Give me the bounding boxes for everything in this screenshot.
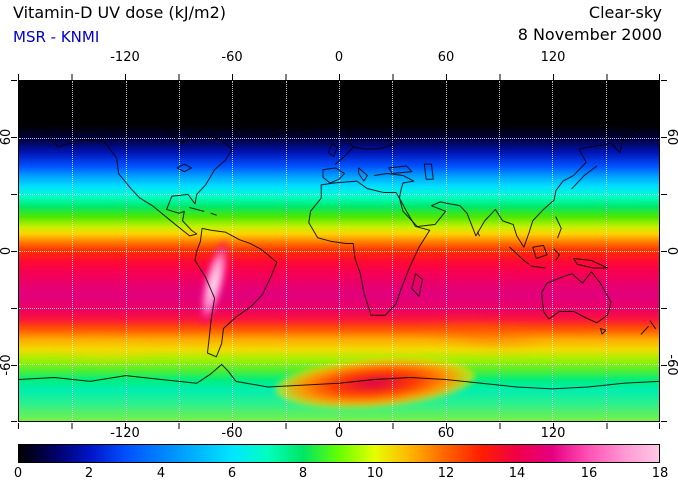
date-label: 8 November 2000 [517, 25, 662, 44]
colorbar-tick-18: 18 [651, 466, 669, 480]
grid-line [19, 364, 659, 366]
colorbar [18, 444, 660, 463]
coastline-sumatra-java [510, 247, 546, 268]
lon-label-top-4: 60 [437, 50, 455, 65]
source-label: MSR - KNMI [13, 28, 100, 46]
coastline-hispaniola [211, 213, 216, 215]
coastline-cuba [190, 208, 204, 212]
world-map-panel [18, 80, 660, 422]
lon-label-top-2: -60 [221, 50, 243, 65]
coastline-iceland [302, 126, 309, 132]
lon-label-bottom-3: 0 [334, 426, 344, 441]
coastline-sri-lanka [478, 232, 480, 236]
colorbar-tick-12: 12 [437, 466, 455, 480]
lon-label-bottom-4: 60 [437, 426, 455, 441]
coastline-australia [542, 272, 611, 323]
graticule [19, 81, 659, 421]
coastline-sulawesi [554, 249, 559, 260]
coastline-great-lakes [177, 164, 191, 172]
condition-label: Clear-sky [588, 3, 662, 22]
bottom-axis-ticks [18, 423, 660, 429]
coastline-japan [572, 166, 597, 189]
colorbar-tick-0: 0 [13, 466, 23, 480]
southern-ocean-wave [49, 339, 169, 365]
coastline-caspian-sea [424, 164, 433, 179]
coastline-iberia [323, 168, 344, 183]
lon-label-bottom-2: -60 [221, 426, 243, 441]
coastline-black-sea [389, 166, 412, 174]
right-axis-ticks [661, 80, 667, 422]
colorbar-tick-10: 10 [366, 466, 384, 480]
coastline-philippines [556, 217, 561, 238]
colorbar-tick-14: 14 [508, 466, 526, 480]
coastline-greece-turkey [375, 174, 414, 182]
coastline-south-america [195, 228, 277, 356]
grid-line [19, 137, 659, 139]
left-axis-ticks [11, 80, 17, 422]
lon-label-bottom-1: -120 [110, 426, 140, 441]
top-axis-ticks [18, 74, 660, 80]
coastline-madagascar [412, 274, 423, 297]
coastline-borneo [533, 245, 547, 258]
coastline-new-guinea [574, 259, 608, 268]
coastline-asia [375, 111, 645, 247]
grid-line [19, 251, 659, 252]
coastline-italy [359, 168, 368, 181]
colorbar-tick-2: 2 [84, 466, 94, 480]
coastline-africa [309, 181, 430, 315]
coastline-france-denmark [335, 147, 353, 164]
coastline-antarctica [19, 364, 659, 389]
lon-label-top-1: -120 [110, 50, 140, 65]
coastlines-overlay [19, 81, 659, 421]
colorbar-tick-8: 8 [298, 466, 308, 480]
coastline-greenland [236, 96, 307, 138]
coastline-tasmania [600, 328, 605, 334]
lon-label-top-5: 120 [540, 50, 566, 65]
colorbar-gradient [19, 445, 659, 462]
lon-label-bottom-5: 120 [540, 426, 566, 441]
coastline-scandinavia [348, 117, 392, 149]
grid-line [19, 194, 659, 196]
coastline-britain [328, 143, 337, 156]
lon-label-top-3: 0 [334, 50, 344, 65]
coastline-new-zealand [641, 321, 655, 334]
grid-line [19, 307, 659, 309]
plot-title: Vitamin-D UV dose (kJ/m2) [13, 3, 227, 22]
colorbar-tick-6: 6 [227, 466, 237, 480]
colorbar-tick-16: 16 [580, 466, 598, 480]
colorbar-tick-4: 4 [156, 466, 166, 480]
coastline-north-america [44, 117, 232, 236]
